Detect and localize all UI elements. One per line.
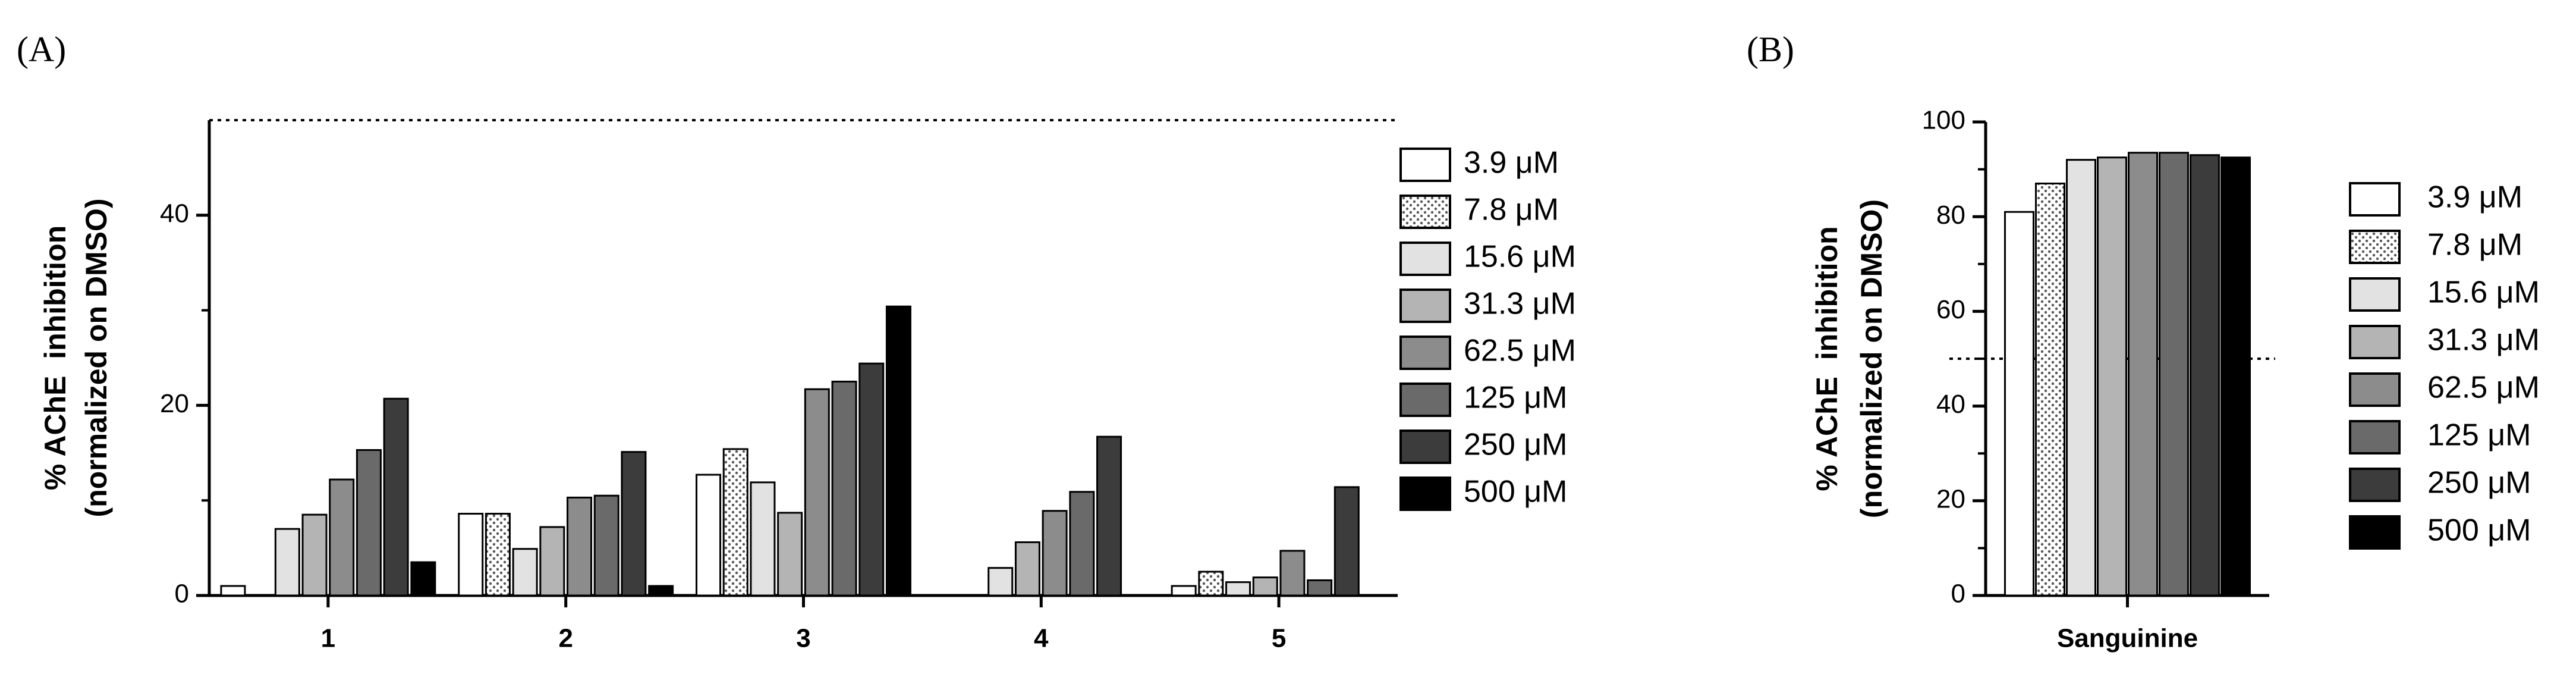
legend-label: 62.5 μM — [2427, 371, 2540, 405]
x-tick-label: 5 — [1272, 624, 1286, 653]
bar — [458, 513, 484, 597]
bar — [2097, 156, 2127, 597]
y-axis-label: % AChE inhibition — [1810, 226, 1844, 491]
y-tick-label: 40 — [160, 199, 189, 228]
bar — [356, 449, 382, 597]
legend-label: 250 μM — [1464, 428, 1567, 462]
legend-swatch — [2349, 230, 2401, 264]
legend-label: 31.3 μM — [2427, 323, 2540, 358]
legend-label: 7.8 μM — [1464, 193, 1559, 227]
bar — [1333, 486, 1360, 597]
y-axis-label: % AChE inhibition — [39, 225, 72, 490]
y-axis-label: (normalized on DMSO) — [1855, 199, 1888, 518]
bar — [831, 380, 857, 597]
bar — [777, 512, 803, 597]
bar — [1252, 576, 1278, 597]
legend-swatch — [1399, 148, 1451, 182]
legend-swatch — [1399, 383, 1451, 417]
x-tick-label: 1 — [321, 624, 335, 653]
bar — [593, 494, 619, 597]
panel-label: (A) — [17, 30, 66, 69]
legend-label: 3.9 μM — [2427, 180, 2522, 215]
bar — [567, 496, 593, 597]
legend-swatch — [1399, 195, 1451, 229]
bar — [1014, 541, 1040, 597]
bar — [696, 474, 722, 597]
bar — [2035, 182, 2065, 597]
bar — [750, 481, 776, 597]
legend-swatch — [2349, 325, 2401, 359]
bar — [485, 513, 511, 597]
bar — [1279, 550, 1306, 597]
legend-swatch — [2349, 420, 2401, 454]
bar — [1307, 579, 1333, 597]
legend-label: 500 μM — [2427, 513, 2531, 548]
legend-label: 15.6 μM — [2427, 275, 2540, 310]
y-tick-label: 20 — [1936, 484, 1965, 513]
x-tick-label: 2 — [558, 624, 573, 653]
panel-label: (B) — [1747, 30, 1794, 69]
bar — [987, 567, 1014, 597]
legend-swatch — [2349, 372, 2401, 407]
y-tick-label: 60 — [1936, 295, 1965, 324]
bar — [621, 451, 647, 597]
legend-swatch — [1399, 430, 1451, 464]
bar — [539, 526, 565, 597]
y-tick-label: 80 — [1936, 200, 1965, 230]
legend-swatch — [1399, 289, 1451, 323]
legend-swatch — [2349, 182, 2401, 217]
bar — [2004, 211, 2034, 597]
x-tick-label: 3 — [796, 624, 810, 653]
legend-swatch — [1399, 336, 1451, 370]
legend-label: 500 μM — [1464, 475, 1567, 509]
bar — [410, 561, 436, 597]
legend-swatch — [2349, 515, 2401, 550]
legend-label: 125 μM — [1464, 381, 1567, 415]
bar — [885, 305, 911, 597]
y-tick-label: 0 — [175, 579, 189, 609]
legend-swatch — [1399, 476, 1451, 511]
bar — [2159, 152, 2189, 597]
bar — [1069, 491, 1095, 597]
x-tick-label: Sanguinine — [2057, 624, 2198, 653]
bar — [722, 448, 748, 597]
legend-label: 250 μM — [2427, 466, 2531, 500]
bar — [2066, 159, 2096, 597]
bar — [2190, 154, 2220, 597]
bar — [220, 585, 246, 597]
bar — [858, 362, 885, 597]
bar — [301, 513, 328, 597]
y-tick-label: 0 — [1951, 579, 1965, 609]
bar — [512, 548, 538, 597]
y-tick-label: 100 — [1922, 106, 1965, 135]
bar — [804, 388, 830, 597]
bar — [2128, 152, 2158, 597]
legend-label: 15.6 μM — [1464, 240, 1576, 274]
legend-label: 3.9 μM — [1464, 146, 1559, 180]
legend-label: 7.8 μM — [2427, 228, 2522, 262]
bar — [329, 478, 355, 597]
legend-label: 31.3 μM — [1464, 287, 1576, 321]
bar — [1171, 585, 1197, 597]
legend-swatch — [2349, 468, 2401, 502]
legend-label: 62.5 μM — [1464, 334, 1576, 368]
legend-swatch — [1399, 242, 1451, 276]
bar — [1042, 510, 1068, 597]
bar — [648, 585, 674, 597]
bar — [1096, 435, 1122, 597]
y-axis-label: (normalized on DMSO) — [80, 198, 113, 517]
x-tick-label: 4 — [1034, 624, 1049, 653]
legend-label: 125 μM — [2427, 418, 2531, 453]
bar — [1225, 581, 1251, 597]
bar — [383, 397, 409, 597]
y-tick-label: 40 — [1936, 390, 1965, 419]
legend-swatch — [2349, 277, 2401, 312]
y-tick-label: 20 — [160, 389, 189, 418]
bar — [1198, 570, 1224, 597]
bar — [2220, 156, 2251, 597]
bar — [274, 528, 300, 597]
